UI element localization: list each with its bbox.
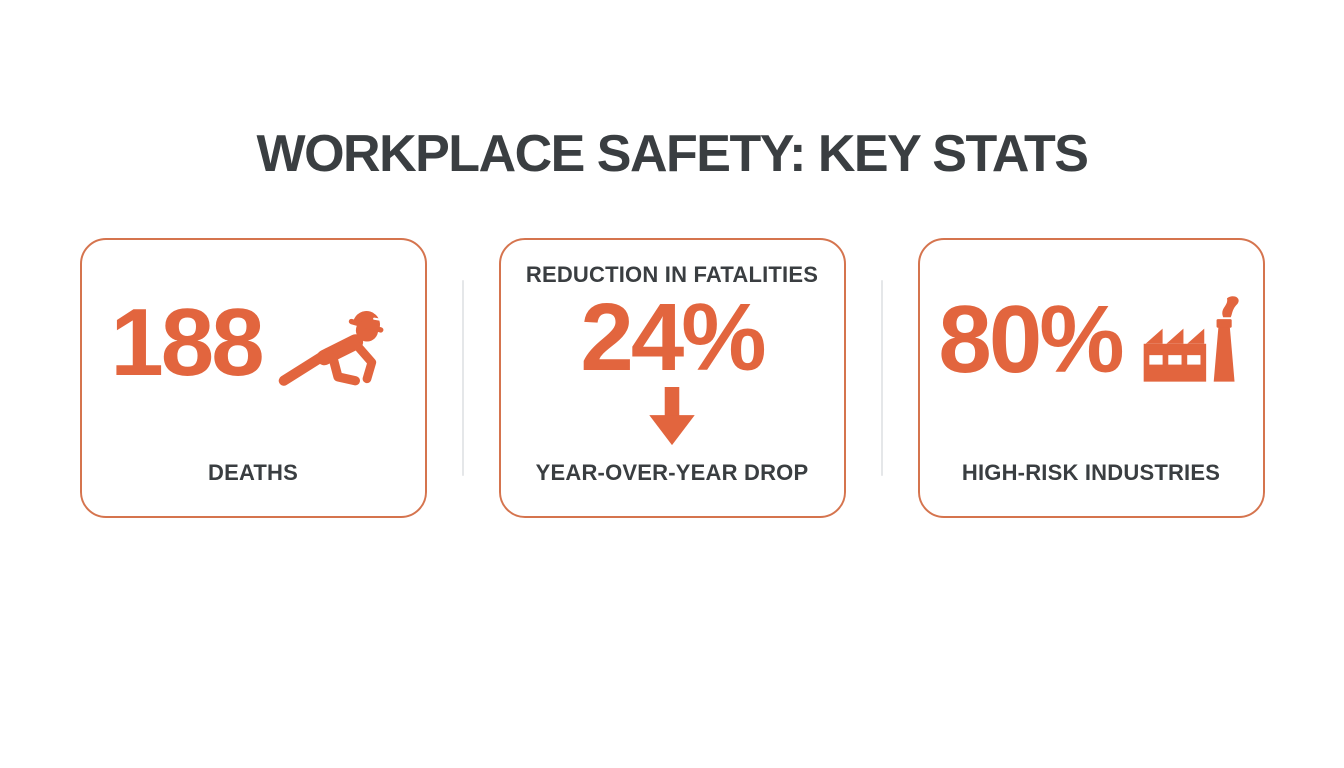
vertical-divider-right xyxy=(880,280,883,476)
deaths-stat-line: 188 xyxy=(110,294,395,392)
deaths-label: DEATHS xyxy=(207,460,299,485)
factory-icon xyxy=(1138,294,1244,386)
industries-value: 80% xyxy=(938,286,1124,394)
stat-card-reduction: REDUCTION IN FATALITIES 24% YEAR-OVER-YE… xyxy=(498,238,846,518)
reduction-header: REDUCTION IN FATALITIES xyxy=(525,262,819,287)
stat-card-industries: 80% xyxy=(917,238,1265,518)
page-title: WORKPLACE SAFETY: KEY STATS xyxy=(256,125,1089,183)
stats-row: 188 xyxy=(0,238,1344,518)
reduction-label: YEAR-OVER-YEAR DROP xyxy=(535,460,809,485)
vertical-divider-left xyxy=(461,280,464,476)
industries-label: HIGH-RISK INDUSTRIES xyxy=(961,460,1221,485)
deaths-value: 188 xyxy=(110,289,264,397)
falling-worker-icon xyxy=(278,294,396,392)
stat-card-deaths: 188 xyxy=(79,238,427,518)
reduction-value: 24% xyxy=(580,284,766,391)
industries-stat-line: 80% xyxy=(938,286,1244,394)
down-arrow-icon xyxy=(645,387,699,447)
